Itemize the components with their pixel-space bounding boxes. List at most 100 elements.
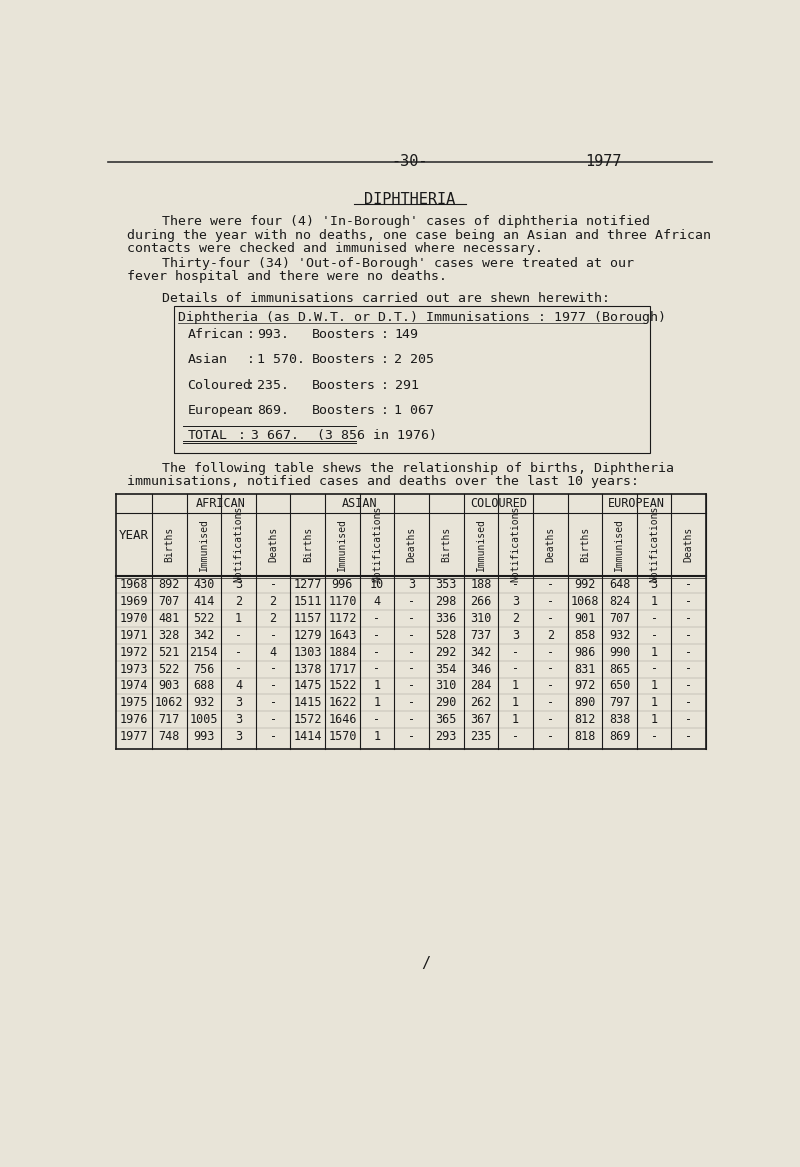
Text: 1975: 1975 (119, 697, 148, 710)
Text: 1279: 1279 (294, 629, 322, 642)
Text: 1414: 1414 (294, 731, 322, 743)
Text: 717: 717 (158, 713, 180, 726)
Text: There were four (4) 'In-Borough' cases of diphtheria notified: There were four (4) 'In-Borough' cases o… (162, 216, 650, 229)
Text: 992: 992 (574, 578, 595, 591)
Text: -: - (374, 612, 381, 624)
Text: 932: 932 (193, 697, 214, 710)
Text: -: - (408, 731, 415, 743)
Text: :: : (247, 404, 255, 417)
Text: 1643: 1643 (328, 629, 357, 642)
Text: Notifications: Notifications (234, 506, 243, 582)
Text: 3: 3 (408, 578, 415, 591)
Text: -: - (270, 629, 277, 642)
Text: 3: 3 (650, 578, 658, 591)
Text: 1: 1 (650, 713, 658, 726)
Text: Deaths: Deaths (684, 526, 694, 562)
Text: 1977: 1977 (119, 731, 148, 743)
Text: TOTAL: TOTAL (187, 428, 227, 442)
Text: 812: 812 (574, 713, 595, 726)
Text: 892: 892 (158, 578, 180, 591)
Text: 1378: 1378 (294, 663, 322, 676)
Text: 1511: 1511 (294, 595, 322, 608)
Text: 1974: 1974 (119, 679, 148, 692)
Text: 648: 648 (609, 578, 630, 591)
Text: 342: 342 (470, 645, 492, 658)
Text: contacts were checked and immunised where necessary.: contacts were checked and immunised wher… (127, 242, 543, 254)
Text: Thirty-four (34) 'Out-of-Borough' cases were treated at our: Thirty-four (34) 'Out-of-Borough' cases … (162, 257, 634, 270)
Text: Boosters: Boosters (311, 328, 375, 341)
Text: -30-: -30- (392, 154, 428, 169)
Text: (3 856 in 1976): (3 856 in 1976) (317, 428, 437, 442)
Text: 2: 2 (235, 595, 242, 608)
Text: 430: 430 (193, 578, 214, 591)
Text: 149: 149 (394, 328, 418, 341)
Text: 1570: 1570 (328, 731, 357, 743)
Text: 522: 522 (158, 663, 180, 676)
Text: 650: 650 (609, 679, 630, 692)
Text: 1277: 1277 (294, 578, 322, 591)
Text: 481: 481 (158, 612, 180, 624)
Text: 1: 1 (650, 697, 658, 710)
Text: 528: 528 (436, 629, 457, 642)
Text: :: : (382, 354, 390, 366)
Text: -: - (650, 612, 658, 624)
Text: 1: 1 (512, 713, 519, 726)
Text: 310: 310 (470, 612, 492, 624)
Text: during the year with no deaths, one case being an Asian and three African: during the year with no deaths, one case… (127, 229, 711, 242)
Text: immunisations, notified cases and deaths over the last 10 years:: immunisations, notified cases and deaths… (127, 475, 639, 488)
Text: :: : (382, 404, 390, 417)
Text: -: - (408, 697, 415, 710)
Text: 353: 353 (436, 578, 457, 591)
Text: -: - (408, 595, 415, 608)
Text: 1: 1 (650, 645, 658, 658)
Text: 354: 354 (436, 663, 457, 676)
Text: 831: 831 (574, 663, 595, 676)
Text: 1970: 1970 (119, 612, 148, 624)
Text: -: - (270, 697, 277, 710)
Text: 3: 3 (235, 713, 242, 726)
Text: 993: 993 (193, 731, 214, 743)
Text: 1172: 1172 (328, 612, 357, 624)
Text: 1972: 1972 (119, 645, 148, 658)
Text: 10: 10 (370, 578, 384, 591)
Text: 1005: 1005 (190, 713, 218, 726)
Text: -: - (685, 629, 692, 642)
Text: Deaths: Deaths (406, 526, 417, 562)
Text: -: - (546, 731, 554, 743)
Text: 1: 1 (374, 731, 381, 743)
Text: 342: 342 (193, 629, 214, 642)
Text: 293: 293 (436, 731, 457, 743)
Text: Diphtheria (as D.W.T. or D.T.) Immunisations : 1977 (Borough): Diphtheria (as D.W.T. or D.T.) Immunisat… (178, 310, 666, 324)
Text: -: - (408, 663, 415, 676)
Text: 3: 3 (235, 731, 242, 743)
Text: 414: 414 (193, 595, 214, 608)
Text: 818: 818 (574, 731, 595, 743)
Text: Coloured: Coloured (187, 379, 251, 392)
Text: 972: 972 (574, 679, 595, 692)
Text: -: - (546, 713, 554, 726)
Text: Details of immunisations carried out are shewn herewith:: Details of immunisations carried out are… (162, 293, 610, 306)
Text: -: - (408, 629, 415, 642)
Text: -: - (685, 663, 692, 676)
Text: The following table shews the relationship of births, Diphtheria: The following table shews the relationsh… (162, 462, 674, 475)
Text: 1303: 1303 (294, 645, 322, 658)
Text: 298: 298 (436, 595, 457, 608)
Text: 1968: 1968 (119, 578, 148, 591)
Text: -: - (512, 731, 519, 743)
Text: 522: 522 (193, 612, 214, 624)
Text: 858: 858 (574, 629, 595, 642)
Text: Boosters: Boosters (311, 404, 375, 417)
Text: -: - (546, 645, 554, 658)
Text: -: - (408, 713, 415, 726)
Text: 284: 284 (470, 679, 492, 692)
Text: COLOURED: COLOURED (470, 497, 526, 510)
Text: 1522: 1522 (328, 679, 357, 692)
Text: 4: 4 (374, 595, 381, 608)
Text: 1475: 1475 (294, 679, 322, 692)
Text: :: : (382, 328, 390, 341)
Text: -: - (408, 645, 415, 658)
Text: 1170: 1170 (328, 595, 357, 608)
Text: -: - (650, 731, 658, 743)
Text: -: - (270, 731, 277, 743)
Text: 3 667.: 3 667. (251, 428, 299, 442)
